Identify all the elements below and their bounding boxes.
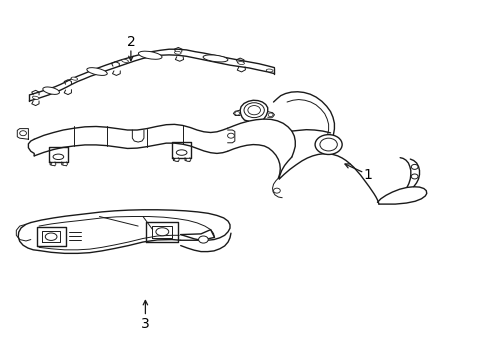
Ellipse shape <box>314 135 342 154</box>
Ellipse shape <box>203 55 227 62</box>
Text: 1: 1 <box>363 168 371 182</box>
Ellipse shape <box>45 233 57 240</box>
Ellipse shape <box>410 165 417 169</box>
Ellipse shape <box>138 51 162 59</box>
Ellipse shape <box>267 113 272 117</box>
Text: 3: 3 <box>141 316 149 330</box>
Ellipse shape <box>62 163 67 166</box>
Ellipse shape <box>185 158 190 161</box>
Ellipse shape <box>234 112 239 115</box>
Ellipse shape <box>87 68 107 75</box>
Ellipse shape <box>198 236 208 243</box>
Ellipse shape <box>122 59 128 62</box>
Ellipse shape <box>227 133 234 138</box>
Ellipse shape <box>71 77 78 80</box>
Ellipse shape <box>32 96 39 99</box>
Ellipse shape <box>43 87 60 94</box>
Ellipse shape <box>174 158 179 161</box>
Ellipse shape <box>237 62 244 64</box>
Ellipse shape <box>410 174 417 179</box>
Ellipse shape <box>51 163 56 166</box>
Ellipse shape <box>20 131 26 136</box>
Ellipse shape <box>244 103 264 118</box>
Ellipse shape <box>156 228 168 236</box>
Ellipse shape <box>273 188 280 193</box>
Ellipse shape <box>176 150 186 155</box>
Text: 2: 2 <box>126 36 135 49</box>
Ellipse shape <box>266 69 272 72</box>
Ellipse shape <box>53 154 63 159</box>
Ellipse shape <box>174 51 181 54</box>
